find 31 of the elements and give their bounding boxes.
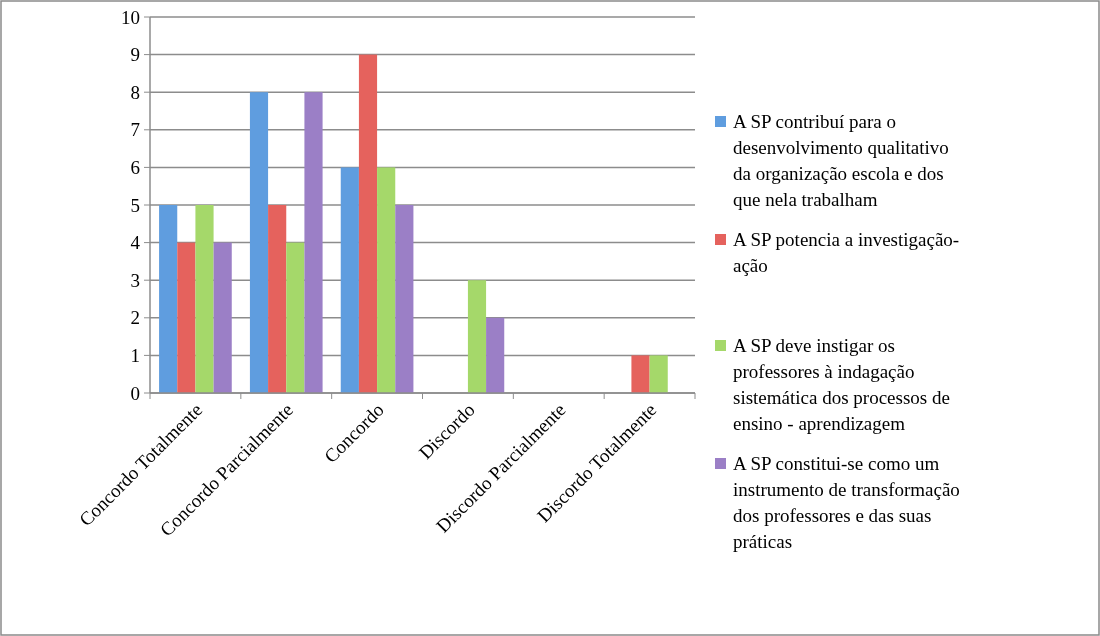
- bar: [268, 205, 287, 393]
- bar: [649, 355, 668, 393]
- bar: [177, 242, 196, 393]
- y-tick-label: 3: [130, 269, 140, 291]
- y-tick-label: 6: [130, 157, 140, 179]
- bar: [159, 205, 178, 393]
- y-tick-label: 9: [130, 44, 140, 66]
- bar: [358, 54, 378, 393]
- y-tick-label: 4: [130, 232, 141, 254]
- bar: [286, 242, 305, 393]
- bar: [249, 92, 269, 393]
- bar: [213, 242, 232, 393]
- y-tick-label: 2: [130, 307, 140, 329]
- bar: [467, 280, 487, 393]
- bar: [304, 92, 323, 393]
- y-tick-label: 1: [130, 345, 140, 367]
- bar: [631, 355, 650, 393]
- legend-label: A SP deve instigar os professores à indagação sistemática dos processos de ensino - aprendizagem: [733, 335, 950, 434]
- bar: [195, 205, 214, 393]
- bar: [340, 167, 359, 393]
- y-tick-label: 5: [130, 194, 140, 216]
- y-tick-label: 8: [130, 81, 140, 103]
- legend-label: A SP constitui-se como um instrumento de transformação dos professores e das suas práticas: [733, 453, 960, 552]
- y-tick-label: 10: [121, 6, 140, 28]
- bar: [486, 317, 505, 393]
- legend-label: A SP contribuí para o desenvolvimento qualitativo da organização escola e dos que nela trabalham: [733, 111, 949, 210]
- y-tick-label: 7: [130, 119, 140, 141]
- legend-label: A SP potencia a investigação-ação: [733, 229, 960, 276]
- bar: [395, 205, 414, 393]
- bar: [377, 167, 396, 393]
- y-tick-label: 0: [130, 382, 140, 404]
